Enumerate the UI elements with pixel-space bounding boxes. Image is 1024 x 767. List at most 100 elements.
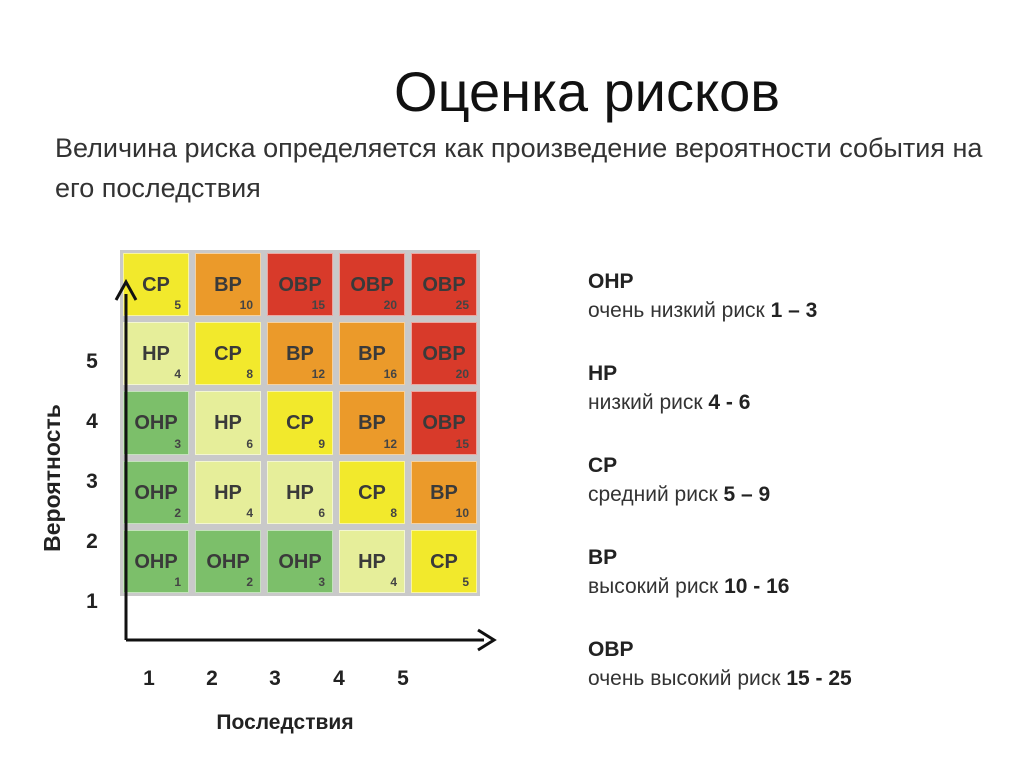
legend-range: 4 - 6	[708, 391, 751, 414]
cell-code: ОНР	[134, 550, 178, 573]
matrix-cell: ОНР 2	[123, 460, 189, 524]
matrix-cell: ОВР 15	[411, 391, 477, 455]
cell-score: 20	[383, 298, 397, 313]
y-axis-label: Вероятность	[39, 404, 65, 552]
legend-range: 10 - 16	[724, 575, 790, 598]
cell-score: 10	[455, 505, 469, 520]
cell-score: 25	[455, 298, 469, 313]
cell-code: ОВР	[350, 274, 394, 296]
legend-description: высокий риск 10 - 16	[588, 572, 789, 602]
cell-score: 15	[455, 436, 469, 451]
matrix-cell: СР 5	[123, 253, 189, 317]
cell-code: ВР	[358, 412, 386, 435]
matrix-cell: ОВР 20	[411, 322, 477, 386]
legend-description-text: низкий риск	[588, 391, 703, 414]
legend-range: 5 – 9	[723, 483, 771, 506]
cell-score: 16	[383, 367, 397, 382]
cell-score: 8	[246, 367, 253, 382]
cell-code: ВР	[286, 343, 314, 366]
cell-code: ОНР	[278, 550, 322, 573]
matrix-cell: ВР 12	[339, 391, 405, 455]
cell-code: СР	[358, 481, 386, 504]
legend-item: НР низкий риск 4 - 6	[588, 360, 750, 418]
cell-score: 15	[311, 298, 325, 313]
y-tick-label: 2	[86, 530, 98, 553]
cell-score: 20	[455, 367, 469, 382]
cell-score: 8	[390, 505, 397, 520]
legend-description-text: очень высокий риск	[588, 667, 781, 690]
matrix-cell: СР 9	[267, 391, 333, 455]
cell-score: 6	[246, 436, 253, 451]
matrix-cell: ВР 10	[195, 253, 261, 317]
cell-code: НР	[214, 412, 242, 435]
cell-code: ОНР	[134, 412, 178, 435]
matrix-cell: НР 4	[195, 460, 261, 524]
matrix-cell: НР 6	[195, 391, 261, 455]
cell-code: ОВР	[422, 412, 466, 435]
x-axis-label: Последствия	[216, 711, 354, 734]
legend-description: средний риск 5 – 9	[588, 480, 770, 510]
matrix-cell: НР 6	[267, 460, 333, 524]
cell-score: 4	[246, 505, 253, 520]
matrix-cell: СР 8	[195, 322, 261, 386]
cell-code: ОВР	[422, 343, 466, 366]
matrix-cell: ОВР 25	[411, 253, 477, 317]
legend-description: очень низкий риск 1 – 3	[588, 296, 817, 326]
y-axis-arrowhead	[114, 278, 138, 301]
matrix-cell: ОВР 15	[267, 253, 333, 317]
y-tick-label: 3	[86, 470, 98, 493]
x-tick-label: 5	[397, 667, 409, 690]
page-subtitle: Величина риска определяется как произвед…	[55, 133, 983, 203]
cell-code: НР	[358, 550, 386, 573]
matrix-cell: ВР 10	[411, 460, 477, 524]
cell-code: ВР	[358, 343, 386, 366]
legend-description-text: средний риск	[588, 483, 718, 506]
cell-score: 12	[383, 436, 397, 451]
cell-code: ОНР	[134, 481, 178, 504]
y-tick-label: 4	[86, 410, 98, 433]
cell-score: 5	[462, 574, 469, 589]
legend-item: СР средний риск 5 – 9	[588, 452, 770, 510]
matrix-cell: ВР 16	[339, 322, 405, 386]
cell-code: СР	[142, 274, 170, 296]
legend-description-text: высокий риск	[588, 575, 719, 598]
cell-score: 2	[246, 574, 253, 589]
page-title: Оценка рисков	[394, 60, 780, 123]
matrix-cell: НР 4	[123, 322, 189, 386]
legend-item: ОНР очень низкий риск 1 – 3	[588, 268, 817, 326]
matrix-cell: ОНР 3	[123, 391, 189, 455]
matrix-cell: СР 5	[411, 529, 477, 593]
matrix-cell: ОНР 3	[267, 529, 333, 593]
legend-description: низкий риск 4 - 6	[588, 388, 750, 418]
cell-code: ОВР	[278, 274, 322, 296]
x-tick-label: 3	[269, 667, 281, 690]
x-tick-label: 4	[333, 667, 345, 690]
risk-matrix: СР 5 ВР 10 ОВР 15 ОВР 20 ОВР 25 НР 4 СР 8 ВР 12 ВР 16 ОВР 2…	[120, 250, 480, 596]
legend-code: СР	[588, 454, 618, 477]
x-axis-arrowhead	[477, 628, 497, 652]
cell-code: СР	[214, 343, 242, 366]
cell-code: ВР	[214, 274, 242, 296]
matrix-cell: ВР 12	[267, 322, 333, 386]
y-tick-label: 1	[86, 590, 98, 613]
cell-code: НР	[214, 481, 242, 504]
legend-range: 15 - 25	[786, 667, 852, 690]
matrix-cell: ОНР 1	[123, 529, 189, 593]
legend-range: 1 – 3	[770, 299, 818, 322]
cell-score: 2	[174, 505, 181, 520]
cell-score: 1	[174, 574, 181, 589]
cell-code: СР	[286, 412, 314, 435]
cell-code: НР	[142, 343, 170, 366]
cell-score: 12	[311, 367, 325, 382]
cell-score: 6	[318, 505, 325, 520]
legend-code: ОВР	[588, 638, 634, 661]
cell-score: 5	[174, 298, 181, 313]
matrix-cell: СР 8	[339, 460, 405, 524]
cell-score: 4	[174, 367, 181, 382]
legend-item: ВР высокий риск 10 - 16	[588, 544, 789, 602]
cell-score: 3	[318, 574, 325, 589]
matrix-cell: ОВР 20	[339, 253, 405, 317]
cell-code: ВР	[430, 481, 458, 504]
x-tick-label: 1	[143, 667, 155, 690]
